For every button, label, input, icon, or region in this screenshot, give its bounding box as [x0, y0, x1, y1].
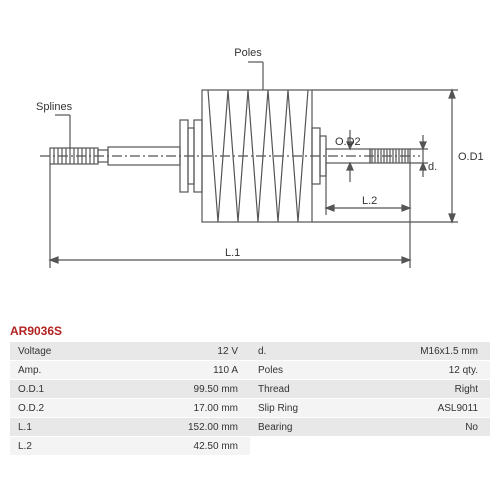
spec-value: M16x1.5 mm [368, 346, 490, 357]
spec-row: d.M16x1.5 mm [250, 342, 490, 360]
label-l2: L.2 [362, 195, 377, 207]
spec-row: O.D.199.50 mm [10, 380, 250, 398]
label-od2: O.D2 [335, 136, 361, 148]
part-number: AR9036S [10, 324, 500, 338]
label-splines: Splines [36, 101, 73, 113]
label-od1: O.D1 [458, 151, 484, 163]
spec-label: Thread [250, 384, 368, 395]
spec-label: L.1 [10, 422, 128, 433]
spec-row: O.D.217.00 mm [10, 399, 250, 417]
spec-label: O.D.2 [10, 403, 128, 414]
spec-value: 152.00 mm [128, 422, 250, 433]
label-d: d. [428, 161, 437, 173]
spec-label: d. [250, 346, 368, 357]
label-l1: L.1 [225, 247, 240, 259]
spec-label: Amp. [10, 365, 128, 376]
spec-table: Voltage12 VAmp.110 AO.D.199.50 mmO.D.217… [10, 342, 490, 456]
spec-label: Bearing [250, 422, 368, 433]
spec-value: No [368, 422, 490, 433]
label-poles: Poles [234, 47, 262, 59]
spec-row: Slip RingASL9011 [250, 399, 490, 417]
spec-row: Voltage12 V [10, 342, 250, 360]
spec-label: L.2 [10, 441, 128, 452]
spec-value: 12 qty. [368, 365, 490, 376]
spec-value: Right [368, 384, 490, 395]
spec-label: O.D.1 [10, 384, 128, 395]
spec-value: 42.50 mm [128, 441, 250, 452]
spec-value: 110 A [128, 365, 250, 376]
spec-col-right: d.M16x1.5 mmPoles12 qty.ThreadRightSlip … [250, 342, 490, 456]
spec-row: Poles12 qty. [250, 361, 490, 379]
spec-label: Poles [250, 365, 368, 376]
spec-row: L.1152.00 mm [10, 418, 250, 436]
technical-diagram: Splines Poles O.D2 d. O.D1 L.2 L.1 [10, 0, 490, 320]
spec-value: 99.50 mm [128, 384, 250, 395]
spec-label: Slip Ring [250, 403, 368, 414]
spec-value: 17.00 mm [128, 403, 250, 414]
spec-row: ThreadRight [250, 380, 490, 398]
spec-value: ASL9011 [368, 403, 490, 414]
spec-row: BearingNo [250, 418, 490, 436]
spec-label: Voltage [10, 346, 128, 357]
spec-row: L.242.50 mm [10, 437, 250, 455]
spec-value: 12 V [128, 346, 250, 357]
spec-row: Amp.110 A [10, 361, 250, 379]
spec-col-left: Voltage12 VAmp.110 AO.D.199.50 mmO.D.217… [10, 342, 250, 456]
